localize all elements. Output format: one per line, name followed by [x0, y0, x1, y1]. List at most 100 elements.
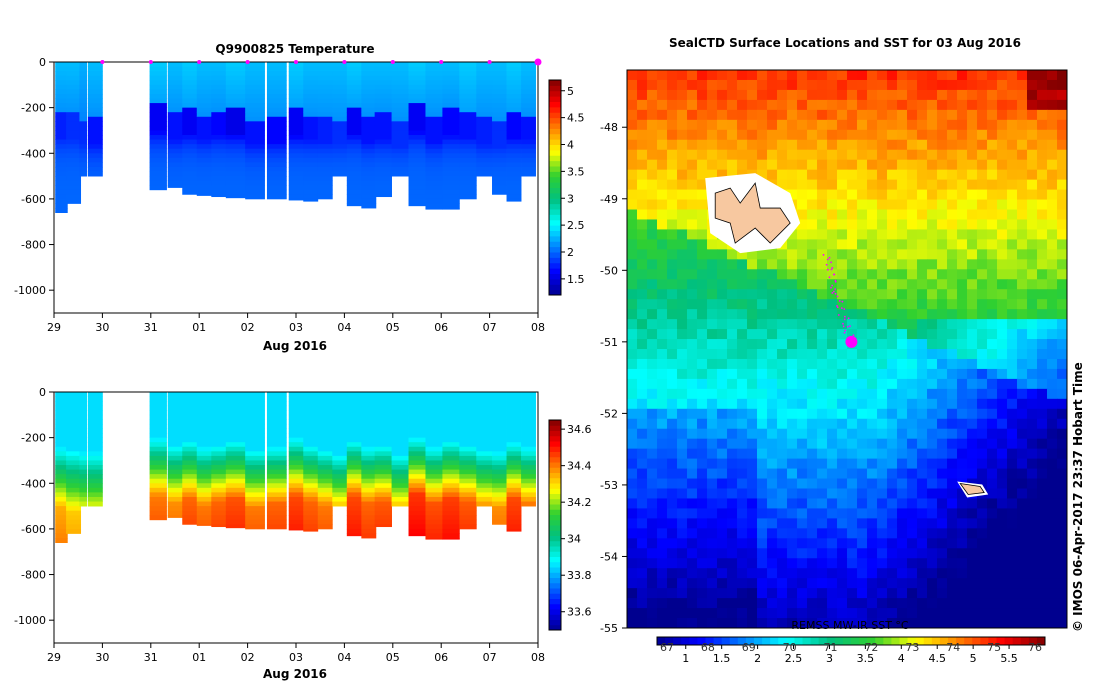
temperature-cell	[266, 130, 287, 136]
temperature-cell	[167, 125, 183, 131]
sst-cell	[767, 70, 778, 81]
sst-cell	[877, 538, 888, 549]
sst-cell	[787, 259, 798, 270]
sst-cell	[837, 618, 848, 629]
temperature-cell	[149, 121, 167, 127]
sst-cell	[1027, 99, 1038, 111]
sst-cell	[777, 538, 788, 549]
sst-cell	[687, 259, 698, 270]
sst-cell	[977, 269, 988, 280]
temperature-cell	[361, 121, 377, 127]
sst-cell	[657, 159, 668, 171]
sst-cell	[887, 89, 898, 101]
y-tick-label: -400	[21, 147, 46, 160]
sst-cell	[637, 99, 648, 111]
sst-cell	[837, 358, 848, 370]
temperature-cell	[521, 84, 536, 90]
salinity-cell	[374, 442, 392, 448]
sst-cell	[1047, 538, 1058, 549]
sst-cell	[777, 129, 788, 141]
sst-cell	[627, 388, 638, 400]
sst-cell	[767, 378, 778, 390]
sst-cell	[677, 398, 688, 410]
salinity-cell	[79, 401, 88, 407]
sst-cell	[657, 79, 668, 91]
salinity-cell	[492, 460, 507, 466]
temperature-cell	[346, 194, 362, 200]
temperature-profile	[361, 62, 377, 209]
sst-cell	[907, 199, 918, 210]
sst-colorbar-fahrenheit-label: 67	[660, 641, 674, 654]
temperature-cell	[459, 71, 477, 77]
sst-cell	[967, 70, 978, 81]
temperature-cell	[245, 62, 265, 67]
colorbar-swatch	[549, 456, 561, 463]
sst-cell	[947, 159, 958, 171]
temperature-cell	[245, 80, 265, 86]
salinity-cell	[506, 442, 522, 448]
salinity-cell	[225, 442, 246, 448]
sst-cell	[767, 89, 778, 101]
temperature-cell	[79, 139, 88, 145]
temperature-cell	[408, 189, 426, 195]
sst-cell	[757, 119, 768, 131]
colorbar-swatch	[549, 435, 561, 442]
sst-cell	[767, 458, 778, 470]
sst-cell	[947, 70, 958, 81]
colorbar-swatch	[549, 214, 561, 221]
salinity-cell	[506, 519, 522, 525]
sst-cell	[687, 189, 698, 201]
sst-colorbar-swatch	[964, 637, 973, 645]
sst-cell	[647, 368, 658, 380]
sst-cell	[1007, 598, 1018, 609]
salinity-cell	[288, 474, 304, 480]
colorbar-swatch	[549, 230, 561, 237]
salinity-cell	[459, 496, 477, 502]
sst-cell	[797, 70, 808, 81]
sst-cell	[1057, 249, 1068, 260]
sst-cell	[747, 438, 758, 450]
temperature-cell	[361, 93, 377, 99]
sst-cell	[767, 608, 778, 619]
sst-cell	[727, 368, 738, 380]
salinity-cell	[361, 506, 377, 512]
sst-cell	[637, 578, 648, 589]
sst-cell	[887, 109, 898, 121]
sst-cell	[697, 518, 708, 529]
sst-cell	[717, 119, 728, 131]
temperature-cell	[149, 135, 167, 140]
temperature-cell	[442, 171, 460, 177]
sst-cell	[1007, 538, 1018, 549]
sst-cell	[887, 289, 898, 300]
x-tick-label: 04	[337, 651, 351, 664]
temperature-cell	[266, 66, 287, 72]
salinity-cell	[442, 451, 460, 457]
temperature-cell	[266, 125, 287, 131]
sst-cell	[717, 289, 728, 300]
colorbar-swatch	[549, 187, 561, 194]
temperature-cell	[346, 75, 362, 81]
sst-cell	[787, 239, 798, 250]
salinity-cell	[55, 442, 68, 448]
sst-cell	[877, 189, 888, 201]
salinity-cell	[288, 496, 304, 502]
salinity-cell	[288, 410, 304, 416]
temperature-cell	[317, 135, 333, 140]
salinity-cell	[391, 474, 409, 480]
sst-cell	[997, 588, 1008, 599]
salinity-cell	[288, 524, 304, 530]
sst-cell	[1027, 518, 1038, 529]
sst-cell	[777, 89, 788, 101]
salinity-cell	[245, 501, 265, 507]
sst-cell	[1057, 528, 1068, 539]
sst-cell	[927, 79, 938, 91]
sst-cell	[867, 568, 878, 579]
sst-cell	[817, 349, 828, 360]
salinity-cell	[332, 496, 348, 502]
salinity-cell	[521, 455, 536, 461]
salinity-cell	[492, 474, 507, 480]
sst-cell	[947, 558, 958, 569]
salinity-cell	[225, 446, 246, 452]
temperature-cell	[182, 166, 198, 172]
